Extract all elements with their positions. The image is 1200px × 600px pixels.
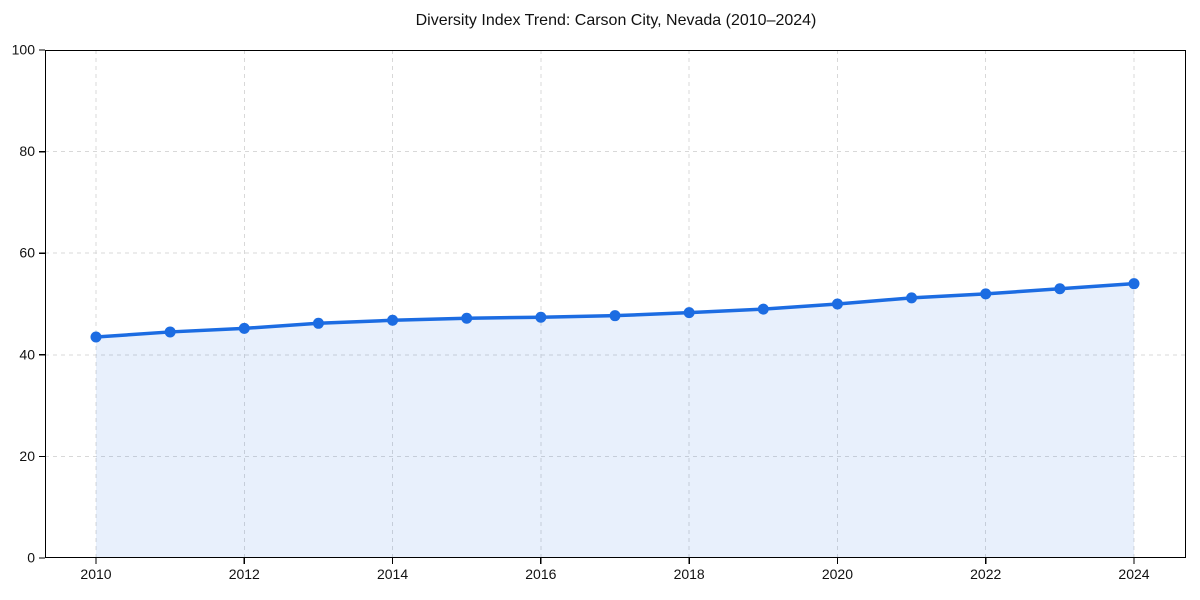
x-tick-label-2014: 2014 [377,566,408,582]
data-point-2019 [757,303,769,315]
data-point-2020 [831,298,843,310]
x-tick-label-2024: 2024 [1118,566,1149,582]
data-point-2010 [90,331,102,343]
data-point-2017 [609,310,621,322]
data-point-2015 [461,312,473,324]
x-tick-label-2012: 2012 [229,566,260,582]
data-point-2011 [164,326,176,338]
x-tick-label-2018: 2018 [674,566,705,582]
y-tick-label-60: 60 [19,245,35,261]
data-point-2024 [1128,278,1140,290]
data-point-2013 [312,317,324,329]
plot-border [44,49,1187,559]
data-point-2016 [535,311,547,323]
data-point-2018 [683,307,695,319]
x-tick-label-2022: 2022 [970,566,1001,582]
data-point-2022 [980,288,992,300]
x-tick-label-2010: 2010 [80,566,111,582]
y-tick-label-40: 40 [19,346,35,362]
x-tick-label-2016: 2016 [525,566,556,582]
y-tick-label-100: 100 [12,42,36,58]
y-tick-label-20: 20 [19,448,35,464]
data-point-2021 [906,292,918,304]
chart-title: Diversity Index Trend: Carson City, Neva… [415,12,817,29]
area-fill [96,283,1134,558]
data-point-2014 [387,314,399,326]
y-tick-label-0: 0 [27,550,35,566]
data-point-2012 [238,322,250,334]
data-point-2023 [1054,283,1066,295]
y-tick-label-80: 80 [19,143,35,159]
x-tick-label-2020: 2020 [822,566,853,582]
